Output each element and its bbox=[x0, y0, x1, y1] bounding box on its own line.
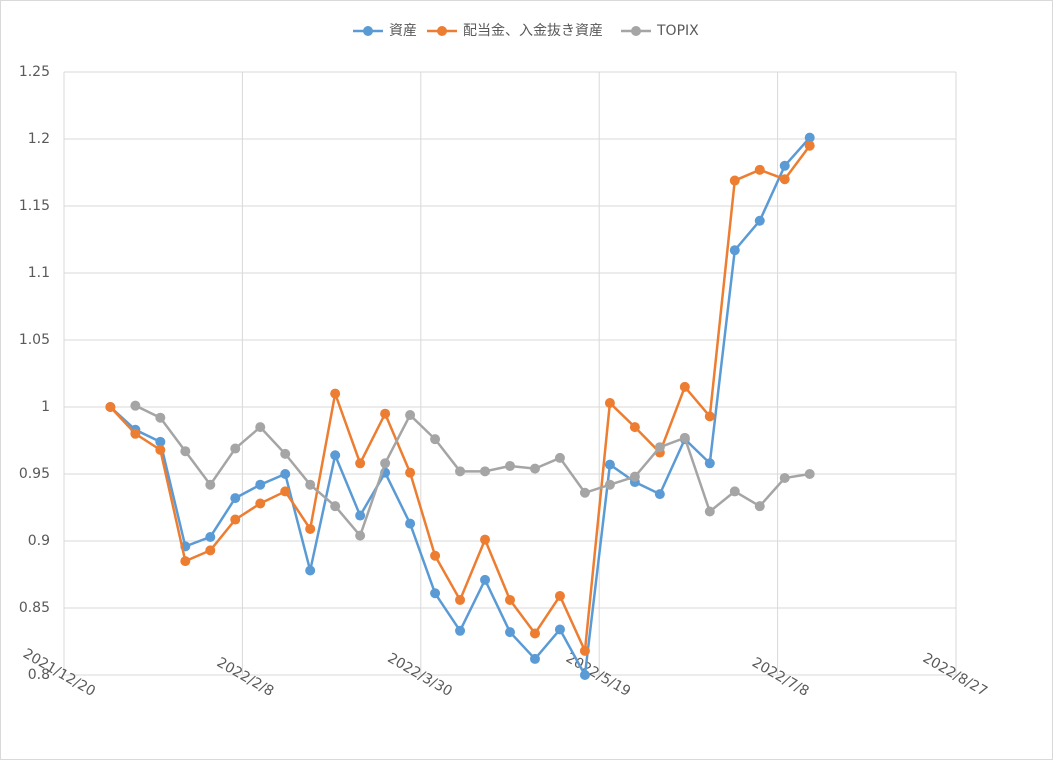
point bbox=[779, 160, 790, 171]
point bbox=[230, 514, 241, 525]
point bbox=[305, 479, 316, 490]
point bbox=[405, 518, 416, 529]
point bbox=[804, 132, 815, 143]
point bbox=[505, 594, 515, 605]
point bbox=[205, 531, 216, 542]
point bbox=[405, 410, 416, 421]
point bbox=[430, 434, 441, 445]
y-tick-label: 1.15 bbox=[19, 198, 50, 214]
legend-marker bbox=[437, 26, 447, 36]
y-tick-label: 1.05 bbox=[19, 332, 50, 348]
point bbox=[554, 590, 565, 601]
point bbox=[779, 473, 790, 484]
point bbox=[604, 479, 615, 490]
point bbox=[529, 628, 540, 639]
legend-label: 資産 bbox=[389, 23, 417, 39]
y-tick-label: 1 bbox=[41, 399, 50, 415]
point bbox=[130, 400, 141, 411]
point bbox=[205, 479, 216, 490]
point bbox=[654, 489, 665, 500]
point bbox=[355, 530, 366, 541]
y-tick-label: 1.1 bbox=[28, 265, 50, 281]
point bbox=[430, 550, 441, 561]
y-tick-label: 0.9 bbox=[28, 533, 50, 549]
point bbox=[604, 459, 615, 470]
point bbox=[255, 498, 266, 509]
point bbox=[804, 469, 815, 479]
point bbox=[255, 479, 266, 490]
point bbox=[804, 140, 815, 151]
point bbox=[554, 624, 565, 635]
point bbox=[529, 463, 540, 474]
point bbox=[779, 174, 790, 185]
point bbox=[554, 452, 565, 463]
point bbox=[480, 466, 491, 477]
point bbox=[355, 458, 366, 469]
point bbox=[230, 493, 241, 504]
point bbox=[155, 444, 166, 455]
point bbox=[455, 466, 466, 477]
point bbox=[330, 388, 341, 399]
point bbox=[280, 486, 291, 497]
point bbox=[355, 510, 366, 521]
point bbox=[305, 565, 316, 576]
point bbox=[330, 450, 341, 461]
point bbox=[155, 436, 166, 447]
point bbox=[704, 411, 715, 422]
y-tick-label: 0.8 bbox=[28, 667, 50, 683]
point bbox=[754, 164, 765, 175]
point bbox=[280, 469, 291, 479]
point bbox=[480, 574, 491, 585]
point bbox=[155, 412, 166, 423]
point bbox=[380, 408, 391, 419]
point bbox=[480, 534, 491, 545]
point bbox=[679, 432, 690, 443]
y-tick-label: 0.85 bbox=[19, 600, 50, 616]
point bbox=[230, 443, 241, 454]
point bbox=[654, 442, 665, 453]
point bbox=[380, 458, 391, 469]
point bbox=[330, 501, 341, 512]
point bbox=[455, 594, 466, 605]
point bbox=[505, 627, 515, 638]
y-tick-label: 1.25 bbox=[19, 64, 50, 80]
y-tick-label: 0.95 bbox=[19, 466, 50, 482]
point bbox=[405, 467, 416, 478]
point bbox=[704, 458, 715, 469]
point bbox=[280, 448, 291, 459]
legend-label: TOPIX bbox=[656, 23, 699, 39]
series-line bbox=[134, 404, 810, 539]
point bbox=[629, 422, 640, 433]
point bbox=[180, 556, 191, 567]
point bbox=[579, 645, 590, 656]
point bbox=[729, 245, 740, 256]
point bbox=[754, 215, 765, 226]
point bbox=[105, 402, 116, 412]
point bbox=[704, 506, 715, 517]
point bbox=[505, 460, 515, 471]
point bbox=[679, 381, 690, 392]
point bbox=[430, 588, 441, 599]
legend-label: 配当金、入金抜き資産 bbox=[463, 23, 603, 39]
point bbox=[604, 397, 615, 408]
point bbox=[255, 422, 266, 433]
point bbox=[754, 501, 765, 512]
legend-marker bbox=[631, 26, 641, 36]
point bbox=[205, 545, 216, 556]
legend-marker bbox=[363, 26, 373, 36]
point bbox=[180, 446, 191, 457]
point bbox=[729, 175, 740, 186]
point bbox=[305, 523, 316, 534]
point bbox=[579, 670, 590, 680]
point bbox=[579, 487, 590, 498]
point bbox=[130, 428, 141, 439]
point bbox=[729, 486, 740, 497]
y-tick-label: 1.2 bbox=[28, 131, 50, 147]
point bbox=[529, 653, 540, 664]
point bbox=[455, 625, 466, 636]
point bbox=[629, 471, 640, 482]
